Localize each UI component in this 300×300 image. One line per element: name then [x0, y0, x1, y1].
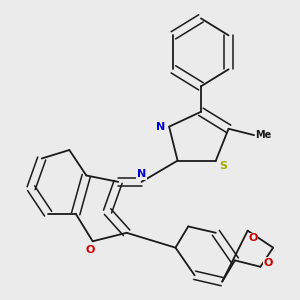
Text: O: O: [86, 245, 95, 255]
Text: Me: Me: [255, 130, 272, 140]
Text: N: N: [137, 169, 146, 179]
Text: N: N: [156, 122, 165, 132]
Text: O: O: [263, 257, 273, 268]
Text: O: O: [248, 233, 257, 243]
Text: S: S: [220, 161, 227, 171]
